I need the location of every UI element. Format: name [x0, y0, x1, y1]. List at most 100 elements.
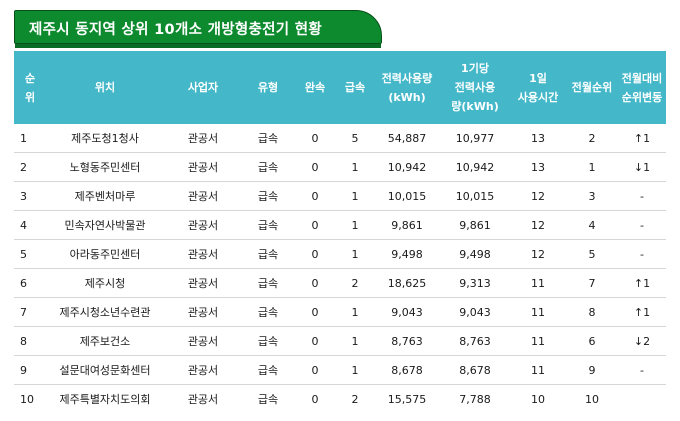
slow-count-cell: 0	[294, 124, 336, 153]
daily-hours-cell: 12	[510, 239, 566, 269]
rank-cell: 9	[14, 355, 46, 385]
header-fast: 급속	[336, 51, 374, 124]
rank-change-cell: ↑1	[618, 297, 666, 327]
rank-change-cell: -	[618, 355, 666, 385]
type-cell: 급속	[242, 124, 294, 153]
daily-hours-cell: 11	[510, 297, 566, 327]
slow-count-cell: 0	[294, 326, 336, 356]
per-unit-usage-cell: 8,763	[440, 326, 510, 356]
prev-rank-cell: 10	[585, 392, 599, 406]
table-row: 1 제주도청1청사 관공서 급속 0 5 54,887 10,977 13 2 ↑1	[14, 124, 666, 153]
power-usage-cell: 10,015	[374, 181, 440, 211]
per-unit-usage-cell: 7,788	[459, 392, 491, 406]
location-cell: 제주특별자치도의회	[59, 393, 151, 406]
rank-cell: 10	[20, 392, 34, 406]
per-unit-usage-cell: 10,977	[440, 124, 510, 153]
fast-count-cell: 1	[336, 297, 374, 327]
type-cell: 급속	[242, 181, 294, 211]
location-cell: 노형동주민센터	[46, 152, 164, 182]
operator-cell: 관공서	[164, 152, 242, 182]
rank-cell: 8	[14, 326, 46, 356]
header-per-unit: 1기당 전력사용 량(kWh)	[440, 51, 510, 124]
operator-cell: 관공서	[164, 181, 242, 211]
type-cell: 급속	[242, 355, 294, 385]
fast-count-cell: 1	[336, 152, 374, 182]
fast-count-cell: 1	[336, 239, 374, 269]
prev-rank-cell: 6	[566, 326, 618, 356]
rank-cell: 1	[14, 124, 46, 153]
type-cell: 급속	[242, 268, 294, 298]
table-row: 3 제주벤처마루 관공서 급속 0 1 10,015 10,015 12 3-	[14, 181, 666, 211]
daily-hours-cell: 11	[510, 355, 566, 385]
operator-cell: 관공서	[164, 355, 242, 385]
location-cell: 설문대여성문화센터	[46, 355, 164, 385]
rank-cell: 5	[14, 239, 46, 269]
rank-cell: 4	[14, 210, 46, 240]
daily-hours-cell: 13	[510, 152, 566, 182]
operator-cell: 관공서	[164, 297, 242, 327]
header-prev-rank: 전월순위	[566, 51, 618, 124]
rank-change-cell: ↑1	[618, 124, 666, 153]
rank-change-cell: ↓2	[618, 326, 666, 356]
rank-cell: 6	[14, 268, 46, 298]
per-unit-usage-cell: 10,942	[440, 152, 510, 182]
per-unit-usage-cell: 9,498	[440, 239, 510, 269]
fast-count-cell: 1	[336, 181, 374, 211]
rank-change-cell: ↑1	[618, 268, 666, 298]
slow-count-cell: 0	[294, 268, 336, 298]
location-cell: 제주시청소년수련관	[46, 297, 164, 327]
rank-change-cell: -	[618, 239, 666, 269]
title-banner: 제주시 동지역 상위 10개소 개방형충전기 현황	[14, 10, 382, 48]
location-cell: 제주도청1청사	[46, 124, 164, 153]
per-unit-usage-cell: 9,313	[440, 268, 510, 298]
operator-cell: 관공서	[187, 393, 219, 406]
slow-count-cell: 0	[294, 152, 336, 182]
per-unit-usage-cell: 8,678	[440, 355, 510, 385]
table-row: 6 제주시청 관공서 급속 0 2 18,625 9,313 11 7 ↑1	[14, 268, 666, 298]
fast-count-cell: 1	[336, 326, 374, 356]
header-daily-hours: 1일 사용시간	[510, 51, 566, 124]
header-rank-change: 전월대비 순위변동	[618, 51, 666, 124]
location-cell: 제주시청	[46, 268, 164, 298]
location-cell: 아라동주민센터	[46, 239, 164, 269]
type-cell: 급속	[242, 152, 294, 182]
rank-change-cell: ↓1	[618, 152, 666, 182]
fast-count-cell: 2	[351, 392, 359, 406]
slow-count-cell: 0	[294, 239, 336, 269]
power-usage-cell: 54,887	[374, 124, 440, 153]
rank-cell: 2	[14, 152, 46, 182]
daily-hours-cell: 11	[510, 326, 566, 356]
power-usage-cell: 8,763	[374, 326, 440, 356]
table-row: 7 제주시청소년수련관 관공서 급속 0 1 9,043 9,043 11 8 ↑1	[14, 297, 666, 327]
type-cell: 급속	[242, 326, 294, 356]
fast-count-cell: 5	[336, 124, 374, 153]
type-cell: 급속	[242, 210, 294, 240]
header-slow: 완속	[294, 51, 336, 124]
location-cell: 제주벤처마루	[46, 181, 164, 211]
type-cell: 급속	[242, 239, 294, 269]
slow-count-cell: 0	[294, 297, 336, 327]
rank-cell: 3	[14, 181, 46, 211]
table-row: 9 설문대여성문화센터 관공서 급속 0 1 8,678 8,678 11 9-	[14, 355, 666, 385]
operator-cell: 관공서	[164, 268, 242, 298]
prev-rank-cell: 7	[566, 268, 618, 298]
header-location: 위치	[46, 51, 164, 124]
prev-rank-cell: 9	[566, 355, 618, 385]
header-operator: 사업자	[164, 51, 242, 124]
power-usage-cell: 18,625	[374, 268, 440, 298]
per-unit-usage-cell: 9,043	[440, 297, 510, 327]
table-row: 5 아라동주민센터 관공서 급속 0 1 9,498 9,498 12 5-	[14, 239, 666, 269]
location-cell: 제주보건소	[46, 326, 164, 356]
daily-hours-cell: 11	[510, 268, 566, 298]
fast-count-cell: 2	[336, 268, 374, 298]
prev-rank-cell: 5	[566, 239, 618, 269]
table-row: 10 제주특별자치도의회 관공서 급속 0 2 15,575 7,788 10 10	[14, 385, 666, 414]
prev-rank-cell: 3	[566, 181, 618, 211]
header-type: 유형	[242, 51, 294, 124]
table-row: 2 노형동주민센터 관공서 급속 0 1 10,942 10,942 13 1 ↓1	[14, 152, 666, 182]
type-cell: 급속	[242, 297, 294, 327]
table-row: 4 민속자연사박물관 관공서 급속 0 1 9,861 9,861 12 4-	[14, 210, 666, 240]
per-unit-usage-cell: 10,015	[440, 181, 510, 211]
